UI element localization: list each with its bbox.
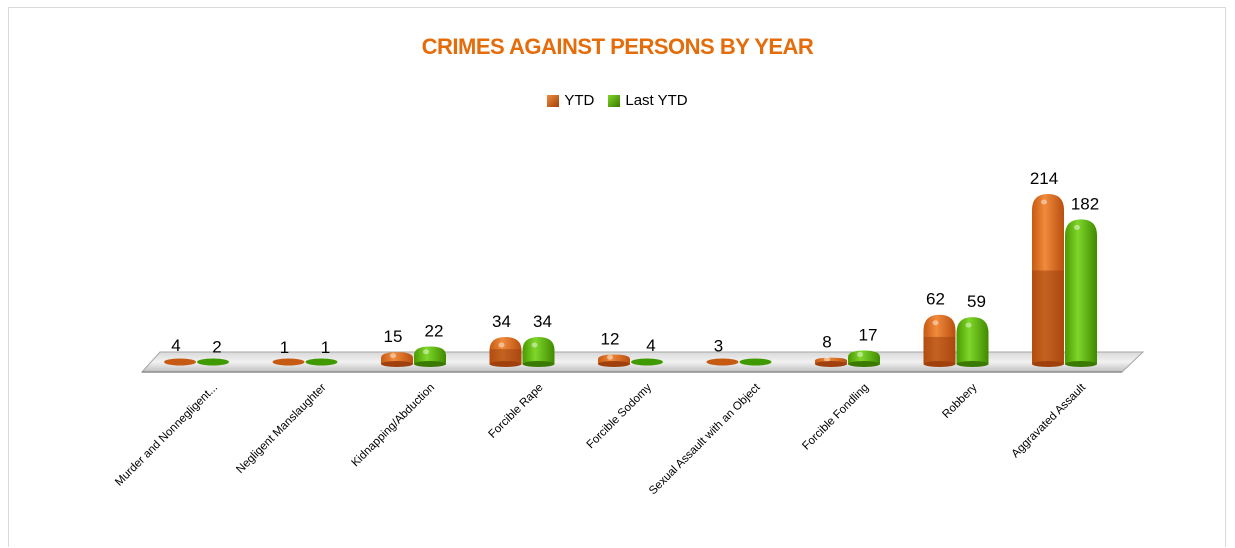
value-label-last-ytd-0: 2 (212, 337, 221, 356)
bar-last-ytd-7 (956, 317, 989, 367)
x-tick-label-6: Forcible Fondling (800, 382, 871, 453)
value-label-ytd-5: 3 (714, 337, 723, 356)
x-tick-label-3: Forcible Rape (487, 382, 546, 441)
bar-ytd-4 (598, 354, 630, 367)
value-label-last-ytd-1: 1 (321, 338, 330, 357)
bar-last-ytd-5 (739, 358, 772, 366)
legend-label-last-ytd: Last YTD (625, 92, 688, 109)
chart-frame (8, 7, 1226, 547)
value-label-ytd-2: 15 (384, 327, 403, 346)
value-label-ytd-8: 214 (1030, 169, 1058, 188)
bar-last-ytd-0 (197, 358, 229, 366)
legend-item-ytd: YTD (547, 92, 594, 109)
x-tick-label-5: Sexual Assault with an Object (647, 381, 763, 497)
chart-legend: YTD Last YTD (0, 92, 1235, 109)
x-tick-label-4: Forcible Sodomy (585, 381, 655, 451)
value-label-last-ytd-4: 4 (646, 336, 655, 355)
value-label-ytd-4: 12 (601, 329, 620, 348)
legend-item-last-ytd: Last YTD (608, 92, 688, 109)
value-label-last-ytd-8: 182 (1071, 194, 1099, 213)
value-label-ytd-7: 62 (926, 290, 945, 309)
legend-swatch-last-ytd (608, 94, 621, 107)
bar-last-ytd-6 (848, 350, 880, 367)
value-label-last-ytd-7: 59 (967, 292, 986, 311)
bar-last-ytd-1 (305, 358, 338, 366)
bar-ytd-3 (489, 336, 522, 367)
bar-ytd-2 (381, 352, 413, 367)
bar-ytd-1 (272, 358, 305, 366)
value-label-last-ytd-6: 17 (859, 325, 878, 344)
x-tick-label-1: Negligent Manslaughter (234, 382, 328, 476)
value-label-last-ytd-2: 22 (425, 322, 444, 341)
value-label-ytd-0: 4 (171, 336, 180, 355)
value-label-last-ytd-3: 34 (533, 312, 552, 331)
value-label-ytd-3: 34 (492, 312, 511, 331)
bar-ytd-7 (923, 314, 956, 367)
chart-title: CRIMES AGAINST PERSONS BY YEAR (421, 34, 814, 59)
value-label-ytd-1: 1 (280, 338, 289, 357)
bar-ytd-8 (1032, 194, 1064, 367)
value-label-ytd-6: 8 (822, 333, 831, 352)
legend-label-ytd: YTD (564, 92, 595, 109)
bar-ytd-6 (815, 357, 847, 367)
bar-last-ytd-8 (1065, 219, 1097, 367)
bar-ytd-5 (706, 358, 739, 366)
x-tick-label-8: Aggravated Assault (1010, 381, 1089, 460)
bar-last-ytd-3 (522, 336, 555, 367)
x-tick-label-7: Robbery (940, 381, 979, 420)
bar-ytd-0 (164, 358, 196, 366)
x-tick-label-0: Murder and Nonnegligent... (113, 382, 220, 489)
legend-swatch-ytd (547, 94, 560, 107)
x-tick-label-2: Kidnapping/Abduction (350, 382, 438, 470)
bar-last-ytd-4 (631, 358, 663, 366)
bar-last-ytd-2 (414, 346, 446, 367)
